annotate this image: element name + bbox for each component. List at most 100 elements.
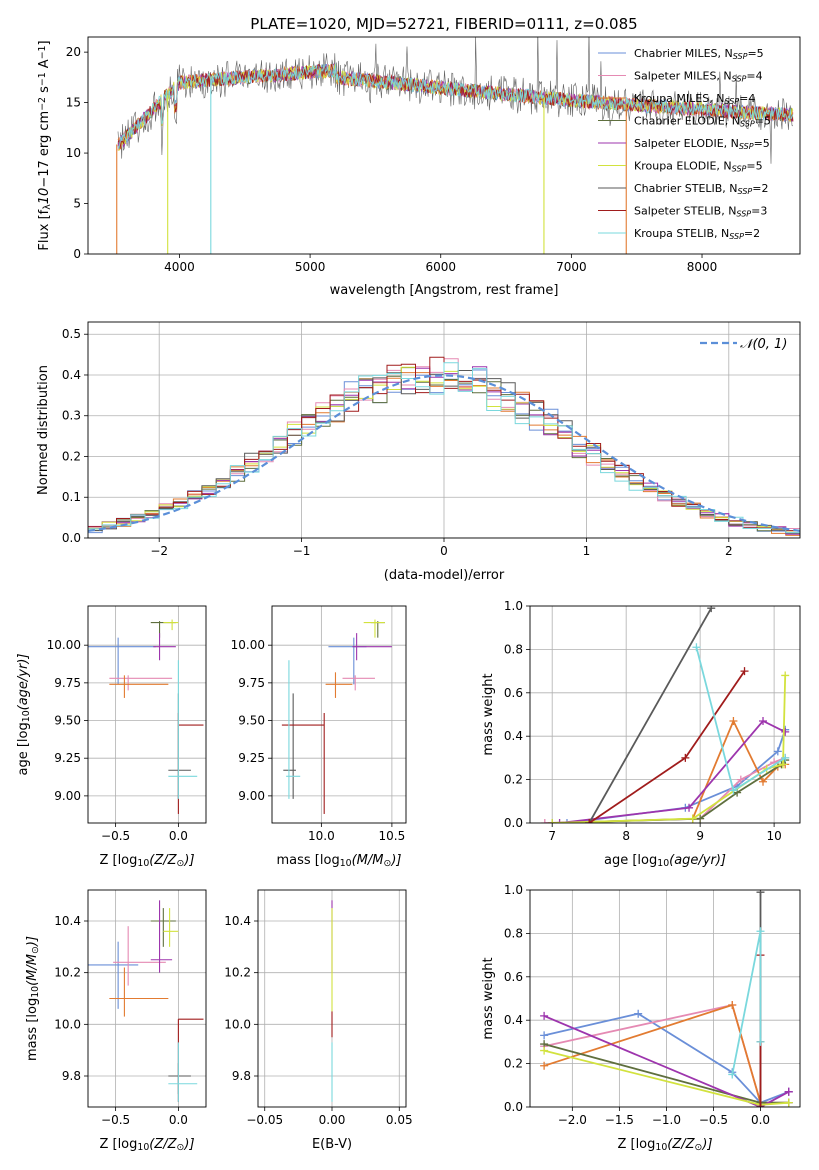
weight-marker	[756, 1103, 765, 1107]
error-point	[113, 926, 166, 986]
plot-mass-vs-Z: −0.5 0.0 9.8 10.0 10.2 10.4	[54, 889, 207, 1127]
x-axis-label: wavelength [Angstrom, rest frame]	[330, 283, 559, 298]
legend-entry: Kroupa MILES, NSSP=4	[634, 92, 755, 106]
legend-sub: SSP	[732, 165, 747, 174]
plot-area	[88, 322, 800, 538]
label-part: ⊙	[30, 946, 41, 954]
x-axis-label: (data-model)/error	[384, 568, 505, 583]
x-axis-label: Z [log10(Z/Z⊙)]	[99, 1137, 194, 1153]
label-part: (Z/Z	[149, 1137, 177, 1152]
legend-entry: Salpeter MILES, NSSP=4	[634, 70, 763, 84]
y-tick-label: 1.0	[504, 599, 523, 613]
plot-residuals: −2 −1 0 1 2 0.0 0.1 0.2 0.3 0.4 0.5	[62, 321, 801, 558]
legend-sub: SSP	[733, 52, 748, 61]
label-part: (age/yr)]	[669, 853, 726, 868]
weight-line	[588, 607, 712, 823]
y-axis-label: mass [log10(M/M⊙)]	[25, 936, 41, 1061]
label-part: (M/M	[352, 853, 384, 868]
legend-name: Chabrier MILES, N	[634, 47, 733, 60]
x-tick-label: −0.05	[246, 1113, 283, 1127]
error-point	[328, 637, 367, 685]
y-tick-label: 0.0	[504, 816, 523, 830]
x-tick-label: 6000	[425, 260, 456, 274]
label-part: 10	[21, 710, 32, 722]
y-tick-label: 10.0	[54, 1017, 81, 1031]
legend-sub: SSP	[732, 75, 747, 84]
y-tick-label: 9.8	[232, 1069, 251, 1083]
y-tick-label: 0.0	[504, 1100, 523, 1114]
legend-entry: Salpeter ELODIE, NSSP=5	[634, 137, 770, 151]
label-part: )]	[701, 1137, 712, 1152]
x-tick-label: 9	[696, 829, 704, 843]
plot-age-vs-mass: 10.0 10.5 9.00 9.25 9.50 9.75 10.00	[231, 605, 407, 843]
label-part: age [log	[604, 853, 657, 868]
y-tick-label: 0.1	[62, 490, 81, 504]
plot-area	[272, 606, 406, 823]
weight-series	[540, 1001, 765, 1107]
legend-sub: SSP	[724, 97, 739, 106]
legend-sub: SSP	[738, 187, 753, 196]
y-tick-label: 0.8	[504, 926, 523, 940]
y-axis-label: Normed distribution	[36, 365, 51, 495]
error-point	[283, 693, 296, 799]
y-tick-label: 9.75	[54, 676, 81, 690]
y-tick-label: 20	[66, 45, 81, 59]
label-part: (M/M	[25, 954, 40, 986]
axes-frame	[87, 36, 801, 255]
weight-line	[552, 675, 787, 823]
x-tick-label: −2.0	[558, 1113, 587, 1127]
legend-sub: SSP	[736, 210, 751, 219]
legend-sub: SSP	[740, 120, 755, 129]
legend-name: Kroupa ELODIE, N	[634, 160, 732, 173]
axes-frame	[271, 605, 407, 824]
weight-marker	[728, 1070, 737, 1079]
legend-suffix: =5	[754, 137, 770, 150]
weight-marker	[688, 814, 697, 823]
error-point	[163, 619, 179, 631]
error-point	[168, 1042, 198, 1102]
weight-marker	[728, 1001, 737, 1010]
plot-spectrum: 4000 5000 6000 7000 8000 0 5 10 15 20	[66, 36, 801, 274]
weight-marker	[540, 1061, 549, 1070]
weight-marker	[781, 671, 790, 680]
legend-entry: Chabrier ELODIE, NSSP=5	[634, 115, 771, 129]
x-tick-label: 0.0	[169, 829, 188, 843]
x-tick-label: 0.0	[169, 1113, 188, 1127]
x-tick-label: −1.0	[652, 1113, 681, 1127]
weight-marker	[707, 606, 716, 613]
label-part: 10	[30, 986, 41, 998]
y-tick-label: 1.0	[504, 883, 523, 897]
weight-marker	[756, 927, 765, 936]
error-point	[168, 1063, 191, 1095]
label-part: λ	[42, 204, 53, 210]
y-tick-label: 9.50	[54, 714, 81, 728]
weight-marker	[729, 786, 738, 795]
y-tick-label: 0.4	[504, 1013, 523, 1027]
x-tick-label: 10.5	[379, 829, 406, 843]
y-tick-label: 10.00	[47, 638, 81, 652]
weight-line	[544, 757, 786, 823]
x-tick-label: 1	[583, 544, 591, 558]
label-part: )]	[25, 936, 40, 947]
legend-suffix: =2	[744, 227, 760, 240]
error-point	[168, 693, 191, 799]
label-part: 10	[137, 858, 149, 869]
error-point	[281, 712, 325, 814]
y-axis-label: mass weight	[481, 957, 496, 1039]
weight-marker	[540, 1031, 549, 1040]
legend-name: Kroupa STELIB, N	[634, 227, 729, 240]
y-tick-label: 9.75	[238, 676, 265, 690]
y-tick-label: 0.4	[62, 368, 81, 382]
weight-marker	[784, 1087, 793, 1096]
y-tick-label: 5	[73, 197, 81, 211]
plot-area	[88, 890, 206, 1107]
x-axis-label: E(B-V)	[312, 1137, 352, 1152]
y-tick-label: 0.0	[62, 531, 81, 545]
error-point	[88, 637, 156, 685]
error-point	[109, 675, 169, 698]
legend-name: Kroupa MILES, N	[634, 92, 724, 105]
weight-marker	[740, 667, 749, 676]
legend-entry: Salpeter STELIB, NSSP=3	[634, 205, 767, 219]
x-tick-label: −0.5	[699, 1113, 728, 1127]
